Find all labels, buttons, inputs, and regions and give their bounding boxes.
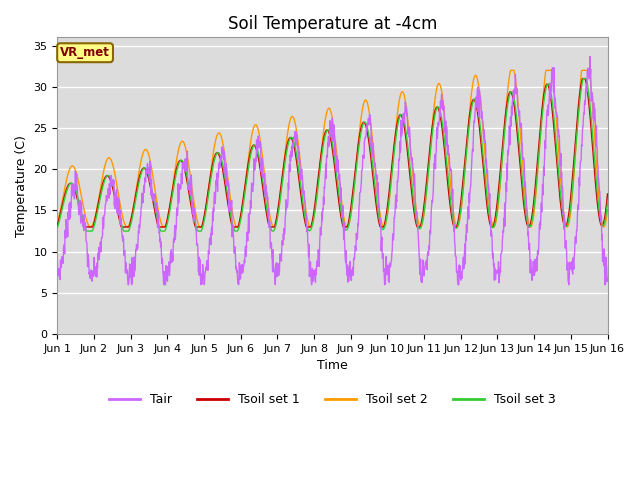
Tsoil set 2 [419,221,426,227]
Tsoil set 3 [54,225,61,231]
Tair [539,182,547,188]
Line: Tair: Tair [58,57,607,285]
X-axis label: Time: Time [317,360,348,372]
Tsoil set 1 [490,221,498,227]
Tair [238,270,246,276]
Tair [586,54,594,60]
Tsoil set 2 [54,218,61,224]
Tsoil set 2 [176,142,184,148]
Tsoil set 1 [238,206,246,212]
Line: Tsoil set 2: Tsoil set 2 [58,70,607,227]
Y-axis label: Temperature (C): Temperature (C) [15,135,28,237]
Tsoil set 2 [237,212,245,218]
Tsoil set 1 [539,102,547,108]
Tsoil set 2 [604,207,611,213]
Tsoil set 1 [163,219,171,225]
Tsoil set 3 [419,220,426,226]
Tsoil set 3 [604,200,611,206]
Tsoil set 1 [81,224,88,230]
Tsoil set 3 [490,224,498,229]
Tsoil set 3 [83,228,91,234]
Text: VR_met: VR_met [60,46,110,59]
Tsoil set 2 [507,67,515,73]
Tsoil set 2 [539,96,547,102]
Tsoil set 2 [163,220,170,226]
Tsoil set 1 [604,191,611,197]
Title: Soil Temperature at -4cm: Soil Temperature at -4cm [228,15,437,33]
Tair [604,275,611,281]
Tair [490,261,498,266]
Tsoil set 3 [580,76,588,82]
Tsoil set 3 [176,158,184,164]
Line: Tsoil set 1: Tsoil set 1 [58,79,607,227]
Tsoil set 3 [238,212,246,217]
Tair [124,282,132,288]
Tsoil set 1 [54,222,61,228]
Line: Tsoil set 3: Tsoil set 3 [58,79,607,231]
Tsoil set 1 [579,76,586,82]
Tsoil set 2 [270,224,278,230]
Tair [176,182,184,188]
Tsoil set 1 [176,157,184,163]
Legend: Tair, Tsoil set 1, Tsoil set 2, Tsoil set 3: Tair, Tsoil set 1, Tsoil set 2, Tsoil se… [104,388,561,411]
Tsoil set 2 [490,224,498,230]
Tsoil set 3 [163,223,171,228]
Tair [163,266,171,272]
Tair [419,279,426,285]
Tsoil set 3 [539,110,547,116]
Tsoil set 1 [419,216,426,222]
Tair [54,258,61,264]
